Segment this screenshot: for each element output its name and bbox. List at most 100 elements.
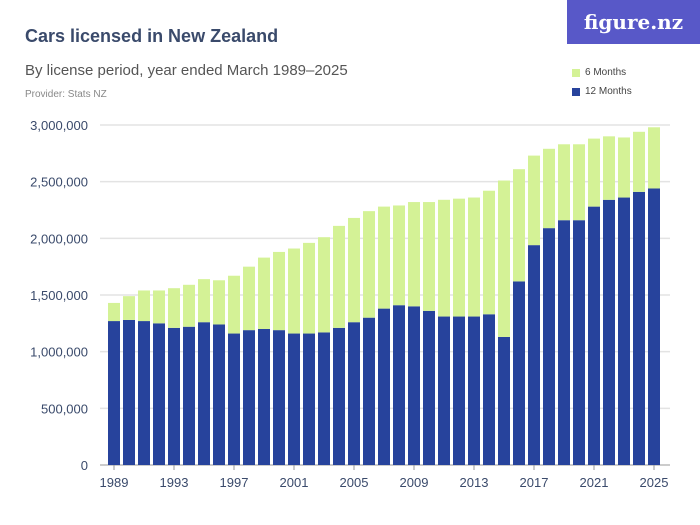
bar-6-months	[138, 290, 150, 322]
chart-title: Cars licensed in New Zealand	[25, 26, 279, 46]
bar-6-months	[633, 131, 645, 192]
x-tick-label: 2017	[520, 475, 549, 490]
bar-6-months	[168, 288, 180, 328]
bar-6-months	[513, 169, 525, 282]
bar-6-months	[348, 217, 360, 323]
x-tick-label: 2013	[460, 475, 489, 490]
legend-swatch-12-months	[572, 87, 580, 96]
bar-12-months	[633, 191, 645, 465]
bar-12-months	[558, 220, 570, 465]
bar-12-months	[528, 245, 540, 465]
bar-6-months	[528, 155, 540, 246]
bar-6-months	[183, 284, 195, 327]
bar-12-months	[648, 188, 660, 465]
bar-12-months	[243, 330, 255, 465]
legend-label: 12 Months	[585, 86, 632, 97]
bar-6-months	[558, 144, 570, 221]
y-tick-label: 1,000,000	[30, 345, 88, 360]
x-tick-label: 2021	[580, 475, 609, 490]
bar-12-months	[333, 327, 345, 465]
x-tick-label: 2001	[280, 475, 309, 490]
legend-item-12-months: 12 Months	[572, 86, 632, 97]
bar-12-months	[378, 308, 390, 465]
chart-subtitle: By license period, year ended March 1989…	[25, 62, 348, 79]
bar-6-months	[453, 198, 465, 317]
bar-12-months	[498, 336, 510, 465]
bar-6-months	[108, 302, 120, 322]
bar-12-months	[168, 327, 180, 465]
bar-6-months	[243, 266, 255, 331]
bar-12-months	[288, 333, 300, 465]
y-tick-label: 2,500,000	[30, 175, 88, 190]
bar-6-months	[378, 206, 390, 309]
bar-12-months	[318, 332, 330, 465]
legend-swatch-6-months	[572, 68, 580, 77]
bar-6-months	[618, 137, 630, 198]
y-tick-label: 1,500,000	[30, 288, 88, 303]
bar-6-months	[303, 242, 315, 334]
bar-12-months	[348, 322, 360, 465]
bar-6-months	[258, 257, 270, 329]
bar-6-months	[543, 148, 555, 229]
bar-6-months	[363, 211, 375, 318]
y-tick-label: 500,000	[41, 401, 88, 416]
bar-12-months	[438, 316, 450, 465]
y-tick-label: 2,000,000	[30, 231, 88, 246]
x-tick-label: 2005	[340, 475, 369, 490]
figure-nz-logo[interactable]: figure.nz	[567, 0, 700, 44]
bar-12-months	[588, 206, 600, 465]
bar-12-months	[138, 321, 150, 465]
bar-12-months	[303, 333, 315, 465]
bar-6-months	[468, 197, 480, 317]
bar-12-months	[513, 281, 525, 465]
bar-6-months	[483, 190, 495, 315]
bar-6-months	[153, 290, 165, 324]
x-tick-label: 2009	[400, 475, 429, 490]
bar-12-months	[123, 319, 135, 465]
bar-6-months	[228, 275, 240, 334]
bar-6-months	[603, 136, 615, 200]
bar-6-months	[573, 144, 585, 221]
bar-12-months	[153, 323, 165, 465]
bar-6-months	[288, 248, 300, 334]
provider-label: Provider: Stats NZ	[25, 89, 107, 100]
x-tick-label: 1997	[220, 475, 249, 490]
bar-12-months	[573, 220, 585, 465]
legend-label: 6 Months	[585, 67, 627, 78]
bar-12-months	[453, 316, 465, 465]
bar-12-months	[543, 228, 555, 465]
bar-6-months	[333, 225, 345, 328]
legend-item-6-months: 6 Months	[572, 67, 626, 78]
bar-6-months	[213, 280, 225, 325]
bar-6-months	[273, 251, 285, 331]
bar-12-months	[183, 326, 195, 465]
bar-12-months	[363, 317, 375, 465]
bar-12-months	[483, 314, 495, 465]
bar-12-months	[108, 321, 120, 465]
bar-6-months	[438, 199, 450, 317]
bar-6-months	[318, 237, 330, 333]
bar-6-months	[393, 205, 405, 306]
bar-12-months	[468, 316, 480, 465]
x-tick-label: 2025	[640, 475, 669, 490]
bar-6-months	[648, 127, 660, 189]
bar-12-months	[603, 199, 615, 466]
bar-6-months	[123, 296, 135, 320]
x-tick-label: 1989	[100, 475, 129, 490]
y-tick-label: 3,000,000	[30, 118, 88, 133]
bar-12-months	[423, 310, 435, 465]
bar-6-months	[408, 202, 420, 307]
bar-6-months	[498, 180, 510, 337]
bar-12-months	[228, 333, 240, 465]
bar-12-months	[393, 305, 405, 465]
x-tick-label: 1993	[160, 475, 189, 490]
y-tick-label: 0	[81, 458, 88, 473]
bar-12-months	[198, 322, 210, 465]
bar-12-months	[408, 306, 420, 465]
bar-12-months	[273, 330, 285, 465]
bar-12-months	[618, 197, 630, 466]
bar-12-months	[213, 324, 225, 465]
bar-12-months	[258, 329, 270, 465]
